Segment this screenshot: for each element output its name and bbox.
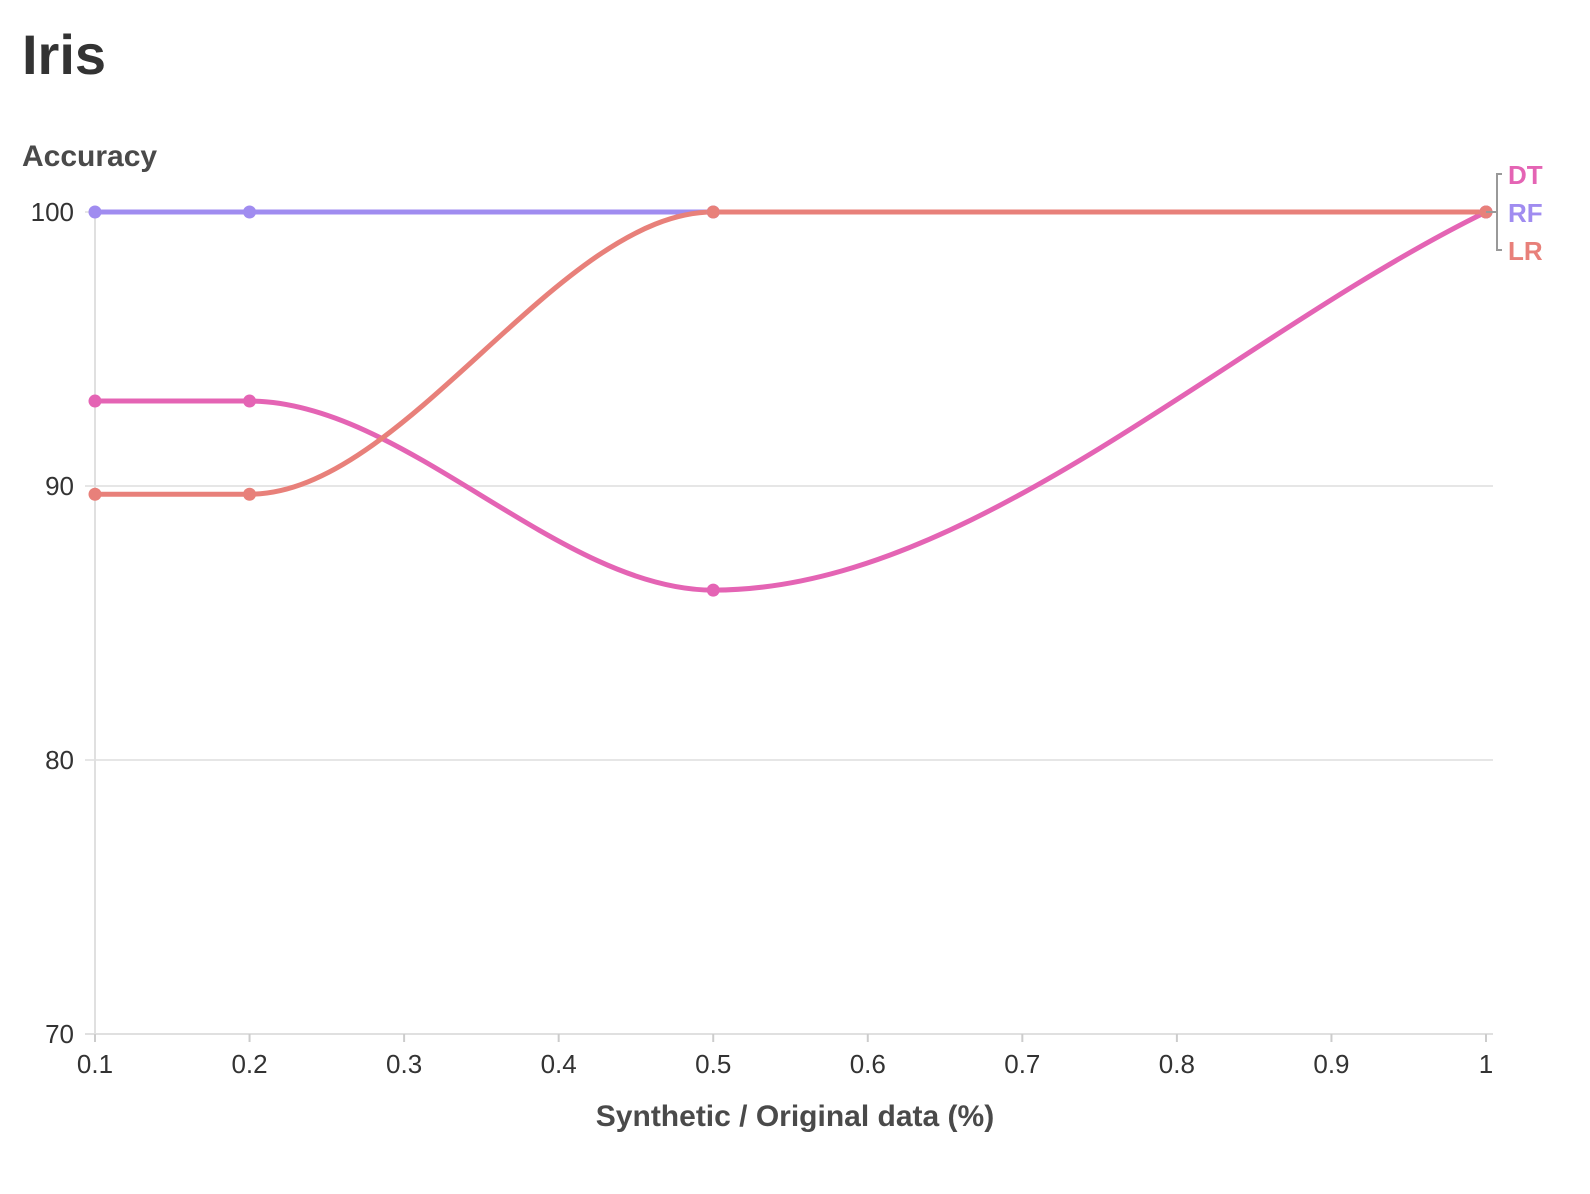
x-tick-label: 0.1 xyxy=(77,1049,113,1079)
x-tick-label: 1 xyxy=(1479,1049,1493,1079)
legend: DT RF LR xyxy=(1486,160,1543,266)
y-tick-label: 100 xyxy=(31,197,74,227)
legend-label-lr: LR xyxy=(1508,236,1543,266)
x-tick-label: 0.3 xyxy=(386,1049,422,1079)
x-tick-label: 0.9 xyxy=(1313,1049,1349,1079)
series-lines xyxy=(92,209,1489,593)
data-point-lr xyxy=(88,487,102,501)
x-axis-label: Synthetic / Original data (%) xyxy=(595,1100,995,1133)
data-point-dt xyxy=(243,394,257,408)
legend-label-rf: RF xyxy=(1508,198,1543,228)
x-tick-label: 0.6 xyxy=(850,1049,886,1079)
series-line-lr xyxy=(92,209,1489,497)
x-tick-label: 0.2 xyxy=(231,1049,267,1079)
legend-bracket xyxy=(1496,173,1502,251)
x-tick-label: 0.4 xyxy=(541,1049,577,1079)
series-line-dt xyxy=(92,209,1489,593)
data-point-rf xyxy=(243,205,257,219)
data-point-lr xyxy=(706,205,720,219)
y-tick-label: 70 xyxy=(45,1019,74,1049)
x-tick-label: 0.7 xyxy=(1004,1049,1040,1079)
data-point-rf xyxy=(88,205,102,219)
axes: 70 80 90 100 0.1 0.2 0.3 0.4 0.5 0.6 0.7 0.8 0.9 1 xyxy=(31,197,1494,1079)
x-tick-label: 0.8 xyxy=(1159,1049,1195,1079)
y-tick-label: 90 xyxy=(45,471,74,501)
data-point-dt xyxy=(706,583,720,597)
chart-title: Iris xyxy=(22,23,107,86)
data-point-lr xyxy=(243,487,257,501)
y-axis-label: Accuracy xyxy=(22,140,158,173)
x-tick-label: 0.5 xyxy=(695,1049,731,1079)
y-tick-label: 80 xyxy=(45,745,74,775)
legend-label-dt: DT xyxy=(1508,160,1543,190)
data-point-dt xyxy=(88,394,102,408)
data-points xyxy=(88,205,1493,597)
